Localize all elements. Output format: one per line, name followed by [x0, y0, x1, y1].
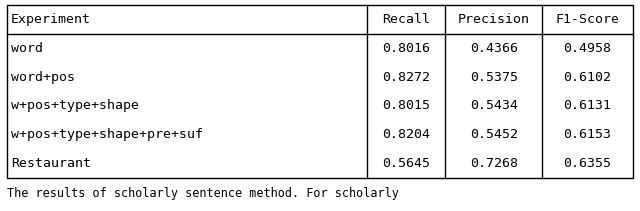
Text: Restaurant: Restaurant: [11, 157, 91, 170]
Text: word: word: [11, 42, 43, 55]
Text: 0.5375: 0.5375: [470, 71, 518, 84]
Text: 0.6355: 0.6355: [564, 157, 612, 170]
Text: 0.8272: 0.8272: [382, 71, 430, 84]
Text: w+pos+type+shape: w+pos+type+shape: [11, 99, 139, 112]
Text: 0.6102: 0.6102: [564, 71, 612, 84]
Text: 0.8016: 0.8016: [382, 42, 430, 55]
Text: Experiment: Experiment: [11, 13, 91, 26]
Text: 0.5434: 0.5434: [470, 99, 518, 112]
Text: 0.6131: 0.6131: [564, 99, 612, 112]
Text: 0.8204: 0.8204: [382, 128, 430, 141]
Text: 0.7268: 0.7268: [470, 157, 518, 170]
Text: F1-Score: F1-Score: [556, 13, 620, 26]
Text: w+pos+type+shape+pre+suf: w+pos+type+shape+pre+suf: [11, 128, 203, 141]
Text: The results of scholarly sentence method. For scholarly: The results of scholarly sentence method…: [7, 187, 399, 199]
Text: 0.6153: 0.6153: [564, 128, 612, 141]
Bar: [7, 5, 633, 178]
Text: Precision: Precision: [458, 13, 530, 26]
Text: 0.4366: 0.4366: [470, 42, 518, 55]
Text: Recall: Recall: [382, 13, 430, 26]
Text: 0.8015: 0.8015: [382, 99, 430, 112]
Text: 0.5645: 0.5645: [382, 157, 430, 170]
Text: 0.5452: 0.5452: [470, 128, 518, 141]
Text: 0.4958: 0.4958: [564, 42, 612, 55]
Text: word+pos: word+pos: [11, 71, 75, 84]
